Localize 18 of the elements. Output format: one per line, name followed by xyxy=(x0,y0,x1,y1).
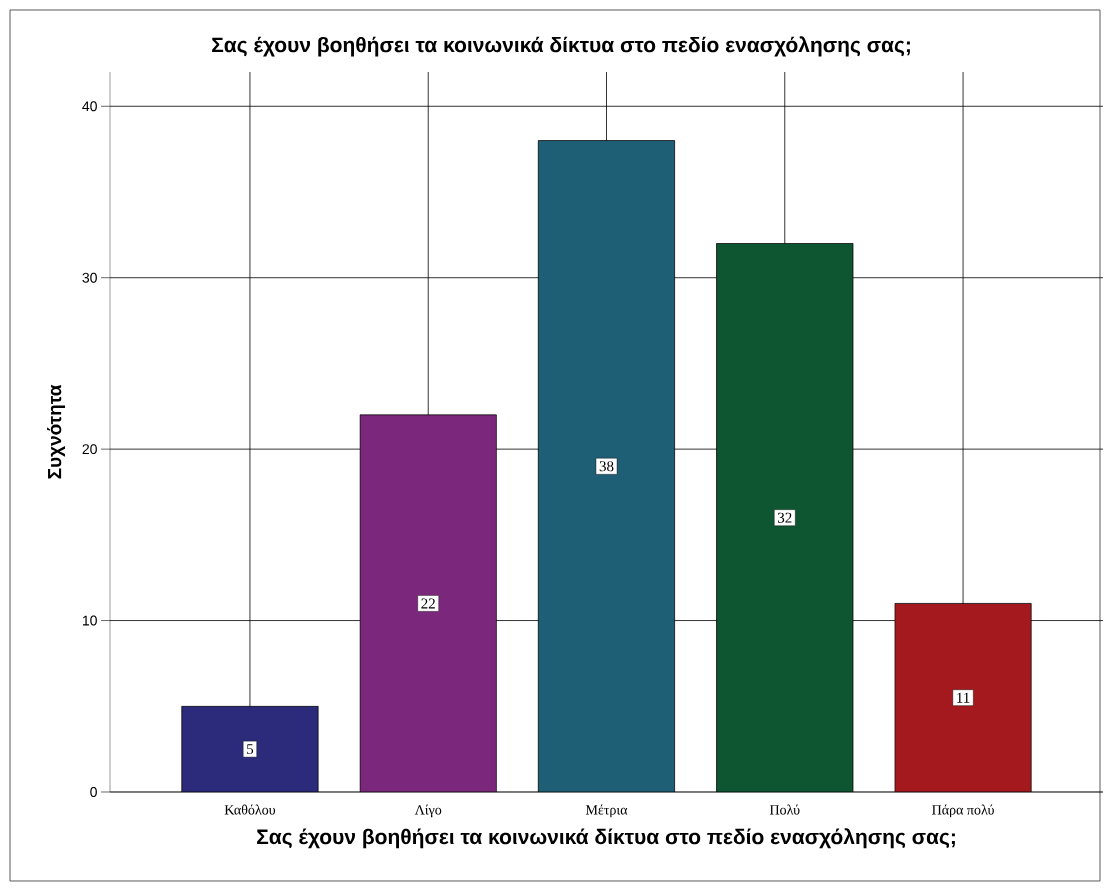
x-tick-label: Καθόλου xyxy=(224,804,276,815)
y-tick-label: 30 xyxy=(82,272,97,283)
x-tick-label: Πολύ xyxy=(769,804,800,815)
y-tick-label: 0 xyxy=(90,787,97,797)
data-label: 11 xyxy=(957,692,970,703)
data-label: 22 xyxy=(421,598,435,609)
y-tick-label: 10 xyxy=(82,615,97,626)
data-label: 32 xyxy=(778,512,792,523)
x-tick-label: Μέτρια xyxy=(585,804,628,818)
x-tick-label: Λίγο xyxy=(414,804,442,818)
x-axis-title: Σας έχουν βοηθήσει τα κοινωνικά δίκτυα στο πεδίο ενασχόλησης σας; xyxy=(257,828,955,849)
y-axis-title: Συχνότητα xyxy=(47,384,66,479)
data-label: 5 xyxy=(247,744,254,755)
data-label: 38 xyxy=(599,461,614,472)
y-tick-label: 20 xyxy=(82,444,97,455)
x-tick-label: Πάρα πολύ xyxy=(932,804,994,818)
chart-title: Σας έχουν βοηθήσει τα κοινωνικά δίκτυα στο πεδίο ενασχόλησης σας; xyxy=(212,36,910,57)
y-tick-label: 40 xyxy=(82,101,97,112)
